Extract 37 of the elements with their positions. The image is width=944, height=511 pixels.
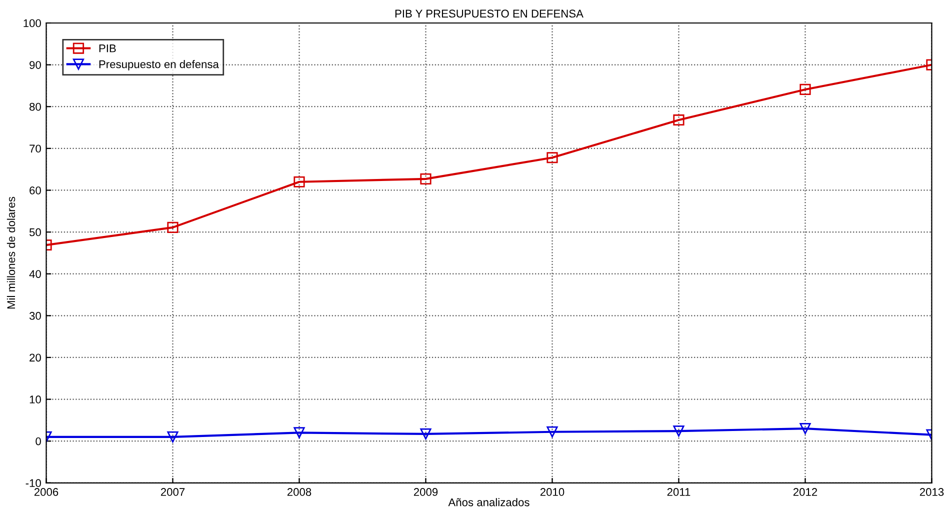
y-tick-label: 60 [30, 186, 41, 194]
y-tick-label: 20 [30, 354, 41, 362]
point [800, 422, 811, 434]
x-tick-label: 2011 [667, 488, 690, 496]
point [546, 426, 558, 438]
y-tick-label: 80 [30, 102, 41, 111]
y-tick-label: 50 [29, 228, 41, 236]
point [546, 152, 558, 164]
point [294, 176, 305, 188]
chart-title: PIB Y PRESUPUESTO EN DEFENSA [395, 10, 584, 18]
x-tick-label: 2013 [920, 488, 944, 496]
y-tick-label: 30 [29, 312, 41, 320]
y-tick-label: 70 [30, 144, 41, 153]
point [420, 428, 432, 440]
point [673, 425, 684, 437]
x-axis-title: Años analizados [448, 498, 530, 506]
y-tick-label: 40 [29, 270, 41, 278]
x-tick-label: 2007 [160, 488, 185, 496]
y-axis-title: Mil millones de dolares [6, 196, 16, 309]
x-tick-label: 2008 [287, 488, 312, 496]
legend-label: Presupuesto en defensa [99, 60, 219, 70]
y-tick-label: -10 [26, 479, 41, 488]
y-tick-label: 100 [24, 19, 41, 28]
y-tick-label: 90 [30, 61, 41, 69]
point [294, 427, 305, 438]
x-tick-label: 2012 [793, 488, 818, 496]
y-tick-label: 0 [36, 437, 41, 446]
point [167, 431, 178, 442]
x-tick-label: 2009 [414, 488, 438, 496]
point [800, 84, 811, 96]
point [673, 114, 684, 126]
x-tick-label: 2010 [540, 488, 564, 496]
point [167, 222, 178, 233]
legend-label: PIB [99, 44, 116, 52]
y-tick-label: 10 [30, 396, 41, 404]
point [420, 173, 432, 184]
x-tick-label: 2006 [34, 488, 58, 496]
